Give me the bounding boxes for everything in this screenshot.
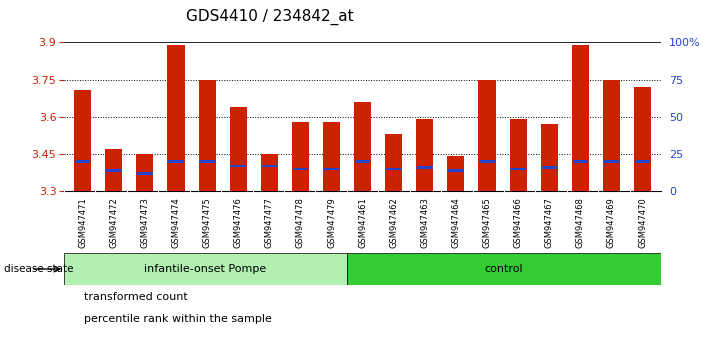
Bar: [230, 165, 246, 167]
Bar: [169, 160, 183, 162]
Bar: [635, 160, 651, 162]
Bar: [510, 168, 526, 170]
Text: GDS4410 / 234842_at: GDS4410 / 234842_at: [186, 9, 354, 25]
Bar: [479, 80, 496, 191]
Bar: [355, 160, 370, 162]
Text: disease state: disease state: [4, 264, 73, 274]
Bar: [198, 80, 215, 191]
Bar: [199, 160, 215, 162]
Text: control: control: [485, 264, 523, 274]
Bar: [603, 80, 620, 191]
Bar: [354, 102, 371, 191]
Text: percentile rank within the sample: percentile rank within the sample: [84, 314, 272, 324]
Bar: [542, 166, 557, 169]
Bar: [137, 172, 153, 175]
Bar: [293, 168, 308, 170]
Bar: [447, 156, 464, 191]
Bar: [74, 90, 91, 191]
Bar: [324, 168, 339, 170]
Bar: [634, 87, 651, 191]
Bar: [604, 160, 619, 162]
Bar: [262, 165, 277, 167]
Bar: [106, 169, 122, 172]
Bar: [416, 119, 434, 191]
Bar: [572, 160, 588, 162]
Bar: [347, 253, 661, 285]
Bar: [292, 122, 309, 191]
Text: transformed count: transformed count: [84, 292, 188, 302]
Bar: [230, 107, 247, 191]
Bar: [261, 154, 278, 191]
Bar: [137, 154, 154, 191]
Bar: [572, 45, 589, 191]
Text: infantile-onset Pompe: infantile-onset Pompe: [144, 264, 267, 274]
Bar: [64, 253, 347, 285]
Bar: [323, 122, 340, 191]
Bar: [386, 168, 402, 170]
Bar: [510, 119, 527, 191]
Bar: [167, 45, 185, 191]
Bar: [75, 160, 90, 162]
Bar: [105, 149, 122, 191]
Bar: [448, 169, 464, 172]
Bar: [385, 134, 402, 191]
Bar: [417, 166, 432, 169]
Bar: [540, 124, 558, 191]
Bar: [479, 160, 495, 162]
